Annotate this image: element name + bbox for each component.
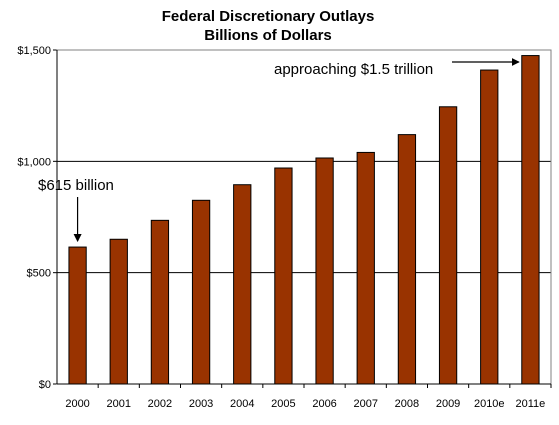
x-tick-label: 2005 (271, 398, 295, 410)
x-tick-label: 2002 (148, 398, 172, 410)
bar (397, 134, 417, 385)
y-tick-label: $1,500 (17, 45, 51, 57)
chart-title: Federal Discretionary Outlays (162, 8, 375, 25)
y-tick-label: $0 (39, 379, 51, 391)
y-tick-label: $500 (27, 268, 51, 280)
bar (109, 238, 128, 385)
bar (68, 246, 87, 385)
x-tick-label: 2007 (354, 398, 378, 410)
x-tick-label: 2011e (516, 398, 546, 410)
bar (521, 55, 540, 385)
x-tick-label: 2009 (436, 398, 460, 410)
bar (191, 199, 211, 385)
x-tick-label: 2001 (107, 398, 131, 410)
x-tick-label: 2000 (65, 398, 89, 410)
bar (356, 151, 375, 385)
bar (315, 157, 334, 385)
x-tick-label: 2010e (474, 398, 505, 410)
bar (480, 69, 499, 385)
bar (233, 184, 252, 385)
x-tick-label: 2006 (312, 398, 336, 410)
bar (438, 106, 458, 385)
x-tick-label: 2008 (395, 398, 419, 410)
annotation-label: approaching $1.5 trillion (274, 61, 433, 78)
bar (150, 219, 170, 385)
bar (274, 167, 293, 385)
plot-area-frame (56, 49, 552, 385)
chart-subtitle: Billions of Dollars (204, 27, 332, 44)
annotation-label: $615 billion (38, 177, 114, 194)
x-tick-label: 2004 (230, 398, 254, 410)
y-tick-label: $1,000 (17, 156, 51, 168)
x-tick-label: 2003 (189, 398, 213, 410)
